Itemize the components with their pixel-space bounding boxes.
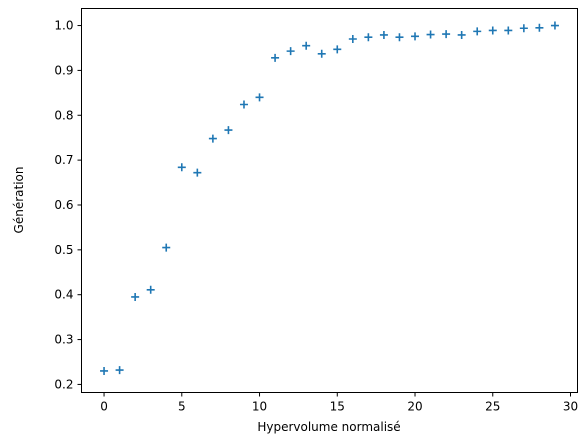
data-point bbox=[395, 33, 404, 42]
x-tick-label: 5 bbox=[178, 400, 186, 414]
data-point bbox=[333, 45, 342, 54]
y-tick-label: 0.2 bbox=[54, 377, 73, 391]
data-point bbox=[224, 126, 233, 135]
y-tick-label: 0.6 bbox=[54, 198, 73, 212]
data-point bbox=[457, 30, 466, 39]
x-tick-label: 10 bbox=[252, 400, 267, 414]
data-point bbox=[535, 23, 544, 32]
y-tick-label: 0.4 bbox=[54, 288, 73, 302]
data-point bbox=[239, 100, 248, 109]
y-axis: 0.2 0.3 0.4 0.5 0.6 0.7 0.8 0.9 1.0 bbox=[54, 19, 82, 391]
data-point bbox=[177, 163, 186, 172]
data-point bbox=[379, 30, 388, 39]
data-point bbox=[473, 27, 482, 36]
data-point bbox=[348, 35, 357, 44]
x-tick-label: 30 bbox=[563, 400, 578, 414]
y-tick-label: 1.0 bbox=[54, 19, 73, 33]
x-tick-label: 15 bbox=[330, 400, 345, 414]
data-point bbox=[442, 30, 451, 39]
data-point bbox=[411, 32, 420, 41]
x-tick-label: 20 bbox=[407, 400, 422, 414]
data-point bbox=[364, 33, 373, 42]
y-tick-label: 0.7 bbox=[54, 153, 73, 167]
x-axis: 0 5 10 15 20 25 30 bbox=[100, 392, 578, 414]
data-point bbox=[488, 26, 497, 35]
y-tick-label: 0.3 bbox=[54, 333, 73, 347]
data-point bbox=[131, 292, 140, 301]
data-point bbox=[115, 366, 124, 375]
y-axis-label: Génération bbox=[12, 167, 26, 234]
data-point bbox=[208, 134, 217, 143]
data-point bbox=[317, 49, 326, 58]
data-point bbox=[255, 93, 264, 102]
plot-frame bbox=[81, 8, 578, 393]
x-axis-label: Hypervolume normalisé bbox=[257, 420, 400, 434]
y-tick-label: 0.9 bbox=[54, 63, 73, 77]
data-point bbox=[146, 285, 155, 294]
data-point bbox=[504, 26, 513, 35]
data-point bbox=[271, 53, 280, 62]
data-point bbox=[426, 30, 435, 39]
x-tick-label: 25 bbox=[485, 400, 500, 414]
data-point bbox=[519, 24, 528, 33]
data-points bbox=[100, 21, 559, 375]
y-tick-label: 0.8 bbox=[54, 108, 73, 122]
x-tick-label: 0 bbox=[100, 400, 108, 414]
data-point bbox=[550, 21, 559, 30]
data-point bbox=[193, 168, 202, 177]
y-tick-label: 0.5 bbox=[54, 243, 73, 257]
data-point bbox=[302, 41, 311, 50]
data-point bbox=[162, 243, 171, 252]
data-point bbox=[100, 366, 109, 375]
data-point bbox=[286, 47, 295, 56]
